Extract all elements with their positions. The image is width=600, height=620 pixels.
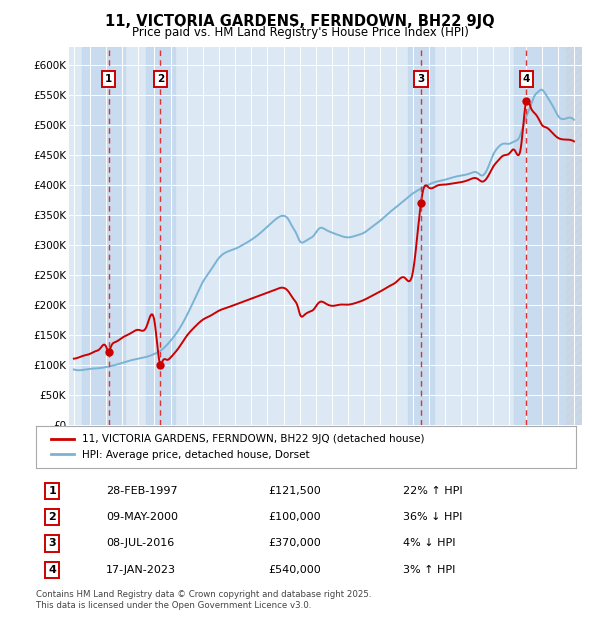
Bar <box>566 46 582 425</box>
Bar <box>514 46 582 425</box>
Text: £540,000: £540,000 <box>268 565 321 575</box>
Legend: 11, VICTORIA GARDENS, FERNDOWN, BH22 9JQ (detached house), HPI: Average price, d: 11, VICTORIA GARDENS, FERNDOWN, BH22 9JQ… <box>47 430 428 464</box>
Text: 2: 2 <box>49 512 56 522</box>
Text: 3: 3 <box>49 538 56 549</box>
Text: 4: 4 <box>48 565 56 575</box>
Text: 3% ↑ HPI: 3% ↑ HPI <box>403 565 455 575</box>
Text: 4: 4 <box>523 74 530 84</box>
Text: 3: 3 <box>418 74 425 84</box>
Bar <box>146 46 175 425</box>
Text: £370,000: £370,000 <box>268 538 321 549</box>
Text: 36% ↓ HPI: 36% ↓ HPI <box>403 512 463 522</box>
Text: 2: 2 <box>157 74 164 84</box>
Text: 09-MAY-2000: 09-MAY-2000 <box>106 512 178 522</box>
Text: 4% ↓ HPI: 4% ↓ HPI <box>403 538 456 549</box>
Bar <box>408 46 434 425</box>
Text: £121,500: £121,500 <box>268 485 321 496</box>
Text: Price paid vs. HM Land Registry's House Price Index (HPI): Price paid vs. HM Land Registry's House … <box>131 26 469 39</box>
Bar <box>82 46 125 425</box>
Text: 08-JUL-2016: 08-JUL-2016 <box>106 538 175 549</box>
Text: Contains HM Land Registry data © Crown copyright and database right 2025.
This d: Contains HM Land Registry data © Crown c… <box>36 590 371 609</box>
Text: 22% ↑ HPI: 22% ↑ HPI <box>403 485 463 496</box>
Text: 28-FEB-1997: 28-FEB-1997 <box>106 485 178 496</box>
Text: 1: 1 <box>49 485 56 496</box>
Text: £100,000: £100,000 <box>268 512 321 522</box>
Text: 1: 1 <box>105 74 112 84</box>
Text: 17-JAN-2023: 17-JAN-2023 <box>106 565 176 575</box>
Text: 11, VICTORIA GARDENS, FERNDOWN, BH22 9JQ: 11, VICTORIA GARDENS, FERNDOWN, BH22 9JQ <box>105 14 495 29</box>
